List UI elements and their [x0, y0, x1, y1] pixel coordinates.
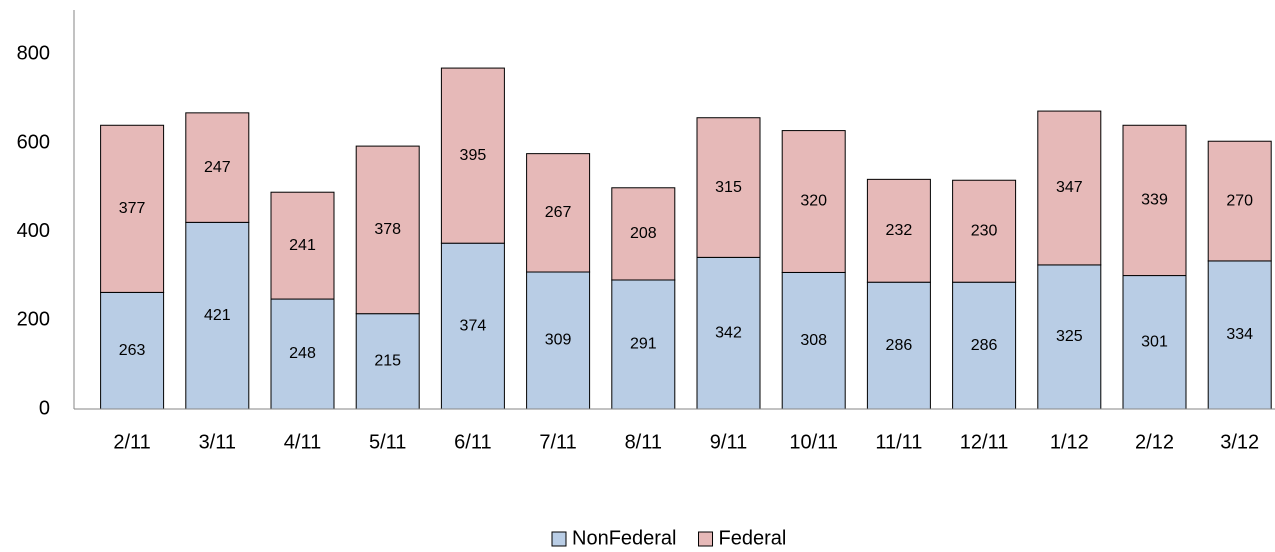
bar-segment — [1122, 124, 1187, 277]
x-tick-label: 8/11 — [625, 431, 662, 453]
bar-segment — [1037, 110, 1102, 266]
y-tick-label: 400 — [17, 220, 50, 242]
bar-segment — [270, 191, 335, 300]
data-label: 286 — [971, 337, 998, 354]
bar-segment — [866, 178, 931, 283]
y-tick-label: 200 — [17, 309, 50, 331]
y-tick-label: 0 — [39, 397, 50, 419]
x-tick-label: 3/11 — [199, 431, 236, 453]
data-label: 301 — [1141, 333, 1168, 350]
data-label: 395 — [460, 147, 487, 164]
x-tick-label: 3/12 — [1220, 431, 1259, 453]
y-tick-label: 800 — [17, 43, 50, 65]
bar-segment — [1037, 264, 1102, 410]
data-label: 291 — [630, 336, 657, 353]
data-label: 215 — [374, 353, 401, 370]
data-label: 248 — [289, 345, 316, 362]
legend-label: NonFederal — [572, 527, 677, 549]
legend-label: Federal — [719, 527, 787, 549]
x-tick-label: 11/11 — [875, 431, 922, 453]
x-tick-label: 10/11 — [789, 431, 838, 453]
data-label: 232 — [886, 222, 913, 239]
data-label: 286 — [886, 337, 913, 354]
data-label: 241 — [289, 237, 316, 254]
data-label: 320 — [800, 193, 827, 210]
bar-segment — [952, 179, 1017, 283]
bar-segment — [185, 112, 250, 223]
data-label: 347 — [1056, 179, 1083, 196]
bar-segment — [1207, 260, 1272, 410]
data-label: 308 — [800, 332, 827, 349]
bar-segment — [526, 271, 591, 410]
data-label: 421 — [204, 307, 231, 324]
bar-segment — [696, 117, 761, 258]
data-label: 339 — [1141, 192, 1168, 209]
x-tick-label: 4/11 — [284, 431, 321, 453]
bar-segment — [781, 130, 846, 273]
data-label: 334 — [1226, 326, 1253, 343]
bar-segment — [355, 145, 420, 315]
bar-segment — [696, 256, 761, 410]
x-tick-label: 9/11 — [710, 431, 747, 453]
data-label: 267 — [545, 204, 572, 221]
data-label: 270 — [1226, 192, 1253, 209]
bar-segment — [1207, 140, 1272, 262]
bar-segment — [100, 124, 165, 293]
x-tick-label: 2/12 — [1135, 431, 1174, 453]
x-tick-label: 7/11 — [539, 431, 576, 453]
data-label: 377 — [119, 200, 146, 217]
x-tick-label: 2/11 — [113, 431, 150, 453]
legend-swatch — [551, 531, 567, 547]
y-tick-label: 600 — [17, 131, 50, 153]
bar-segment — [526, 153, 591, 273]
data-label: 309 — [545, 332, 572, 349]
bar-segment — [440, 67, 505, 244]
bar-segment — [355, 313, 420, 410]
data-label: 315 — [715, 179, 742, 196]
x-tick-label: 12/11 — [960, 431, 1009, 453]
legend-swatch — [698, 531, 714, 547]
bar-segment — [611, 279, 676, 410]
x-tick-label: 1/12 — [1050, 431, 1089, 453]
x-tick-label: 5/11 — [369, 431, 406, 453]
data-label: 325 — [1056, 328, 1083, 345]
data-label: 247 — [204, 159, 231, 176]
data-label: 378 — [374, 221, 401, 238]
bar-segment — [1122, 275, 1187, 410]
bar-segment — [611, 187, 676, 281]
x-tick-label: 6/11 — [454, 431, 491, 453]
data-label: 263 — [119, 342, 146, 359]
data-label: 208 — [630, 225, 657, 242]
bar-segment — [866, 281, 931, 410]
bar-segment — [440, 242, 505, 410]
bar-segment — [270, 298, 335, 410]
data-label: 342 — [715, 324, 742, 341]
data-label: 230 — [971, 222, 998, 239]
data-label: 374 — [460, 317, 487, 334]
